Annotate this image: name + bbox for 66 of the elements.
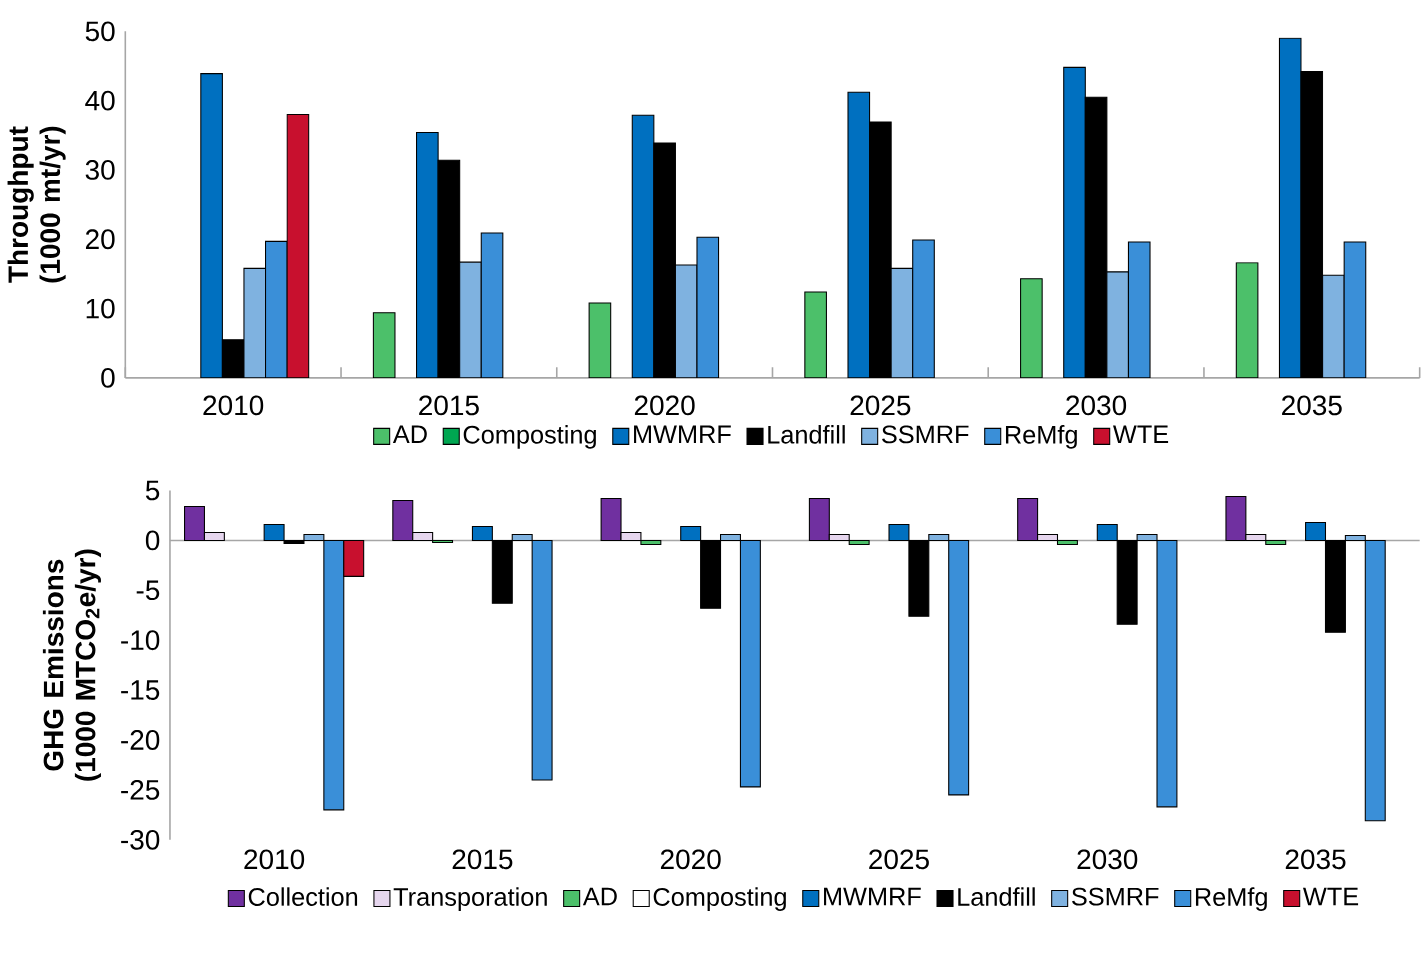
y-tick-label: -10 xyxy=(121,630,160,651)
bar xyxy=(372,312,396,379)
y-tick-label: 5 xyxy=(145,480,160,501)
bar xyxy=(1343,241,1367,379)
y-tick-label: -5 xyxy=(136,580,160,601)
x-tick-label: 2015 xyxy=(419,395,479,416)
bar xyxy=(890,267,914,379)
bar xyxy=(1063,66,1086,379)
legend-label: MWMRF xyxy=(634,425,731,444)
x-tick-label: 2025 xyxy=(869,849,929,870)
bar xyxy=(459,261,482,379)
legend-label: Composting xyxy=(463,425,596,449)
y-tick-label: 30 xyxy=(85,160,115,180)
y-tick-label: 20 xyxy=(85,229,115,250)
bar xyxy=(1020,278,1043,379)
bar xyxy=(696,236,720,379)
bar xyxy=(416,132,439,379)
y-tick-label: 0 xyxy=(101,368,115,388)
bar xyxy=(631,114,655,379)
y-tick-label: 0 xyxy=(145,530,160,551)
x-tick-label: 2035 xyxy=(1282,395,1342,416)
bar xyxy=(200,73,223,379)
legend-label: Collection xyxy=(248,887,358,907)
legend-label: ReMfg xyxy=(1005,425,1077,449)
bar xyxy=(1278,37,1302,379)
bar xyxy=(847,91,871,379)
bar xyxy=(588,302,612,379)
bar xyxy=(1127,241,1151,379)
bar xyxy=(243,267,267,379)
bar xyxy=(480,232,504,379)
bar xyxy=(1322,274,1345,379)
x-tick-label: 2030 xyxy=(1077,849,1138,870)
x-tick-label: 2035 xyxy=(1285,849,1346,870)
y-tick-label: -20 xyxy=(121,730,160,751)
bar xyxy=(264,240,288,379)
bar xyxy=(674,264,698,379)
legend-label: WTE xyxy=(1113,425,1169,444)
x-tick-label: 2020 xyxy=(660,849,721,870)
y-tick-label: 40 xyxy=(85,90,115,111)
y-tick-label: -25 xyxy=(121,780,160,800)
x-tick-label: 2030 xyxy=(1066,395,1127,416)
y-tick-label: 10 xyxy=(86,298,115,319)
legend-label: SSMRF xyxy=(1072,887,1159,906)
x-tick-label: 2025 xyxy=(850,395,911,416)
legend-label: Landfill xyxy=(958,887,1035,907)
x-tick-label: 2010 xyxy=(203,395,264,416)
x-tick-label: 2015 xyxy=(452,849,513,870)
legend-label: ReMfg xyxy=(1195,887,1267,911)
legend-label: AD xyxy=(392,425,427,444)
y-tick-label: 50 xyxy=(85,21,115,42)
y-tick-label: -30 xyxy=(121,829,160,850)
x-tick-label: 2010 xyxy=(244,849,305,870)
y-tick-label: -15 xyxy=(121,680,160,700)
legend-label: WTE xyxy=(1303,887,1359,906)
x-tick-label: 2020 xyxy=(634,395,695,416)
legend-label: Transporation xyxy=(393,887,547,912)
y-axis-title: Throughput (1000 mt/yr) xyxy=(7,126,66,283)
legend-label: SSMRF xyxy=(882,425,969,444)
legend-label: AD xyxy=(582,887,617,906)
legend-label: Composting xyxy=(653,887,786,912)
bar xyxy=(1106,271,1129,379)
bar xyxy=(912,239,935,379)
legend-label: Landfill xyxy=(768,425,845,444)
bar xyxy=(1235,262,1259,379)
legend-label: MWMRF xyxy=(824,887,921,906)
bar xyxy=(804,291,827,379)
